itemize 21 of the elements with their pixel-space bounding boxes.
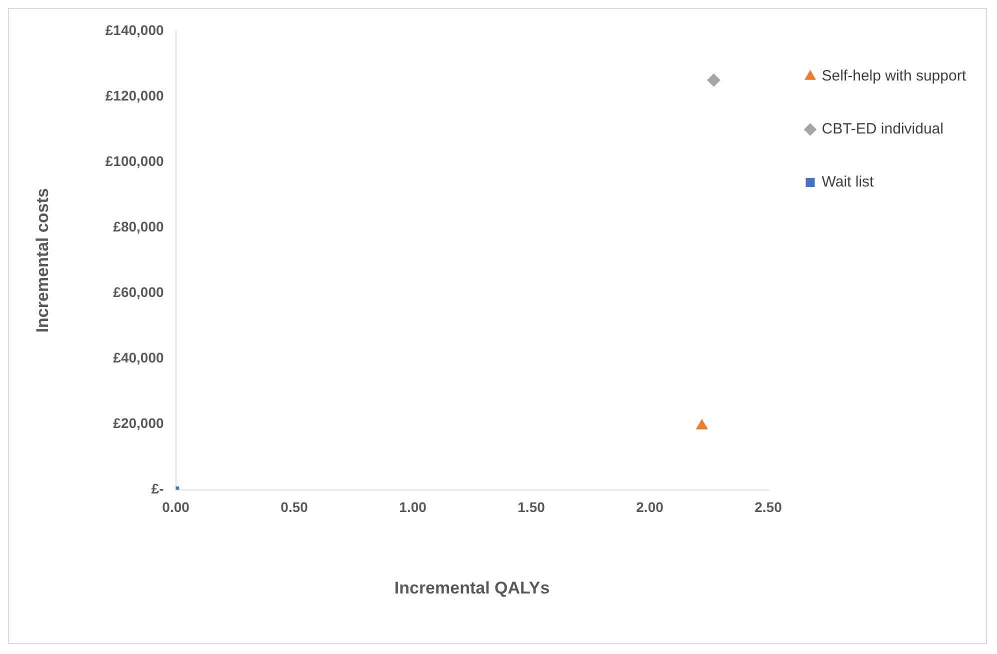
- y-tick-label: £40,000: [113, 350, 164, 366]
- x-tick-label: 1.00: [399, 499, 427, 516]
- y-tick-label: £120,000: [105, 87, 164, 104]
- point: [707, 74, 720, 87]
- y-tick-label: £60,000: [113, 284, 164, 300]
- x-tick-label: 0.50: [280, 499, 308, 516]
- y-tick-label: £140,000: [105, 22, 164, 38]
- y-tick-label: £20,000: [113, 415, 164, 432]
- x-tick-label: 0.00: [162, 499, 190, 516]
- x-tick-label: 1.50: [518, 499, 546, 516]
- legend-label: Self-help with support: [822, 68, 967, 85]
- point: [696, 419, 708, 430]
- y-tick-label: £80,000: [113, 218, 164, 234]
- x-tick-label: 2.00: [636, 499, 664, 516]
- x-axis-title: Incremental QALYs: [394, 578, 550, 598]
- y-tick-label: £-: [151, 480, 164, 497]
- legend-label: Wait list: [822, 174, 875, 191]
- y-tick-label: £100,000: [105, 152, 164, 169]
- x-tick-label: 2.50: [754, 499, 782, 516]
- legend-label: CBT-ED individual: [822, 120, 944, 138]
- y-axis-title: Incremental costs: [32, 188, 52, 333]
